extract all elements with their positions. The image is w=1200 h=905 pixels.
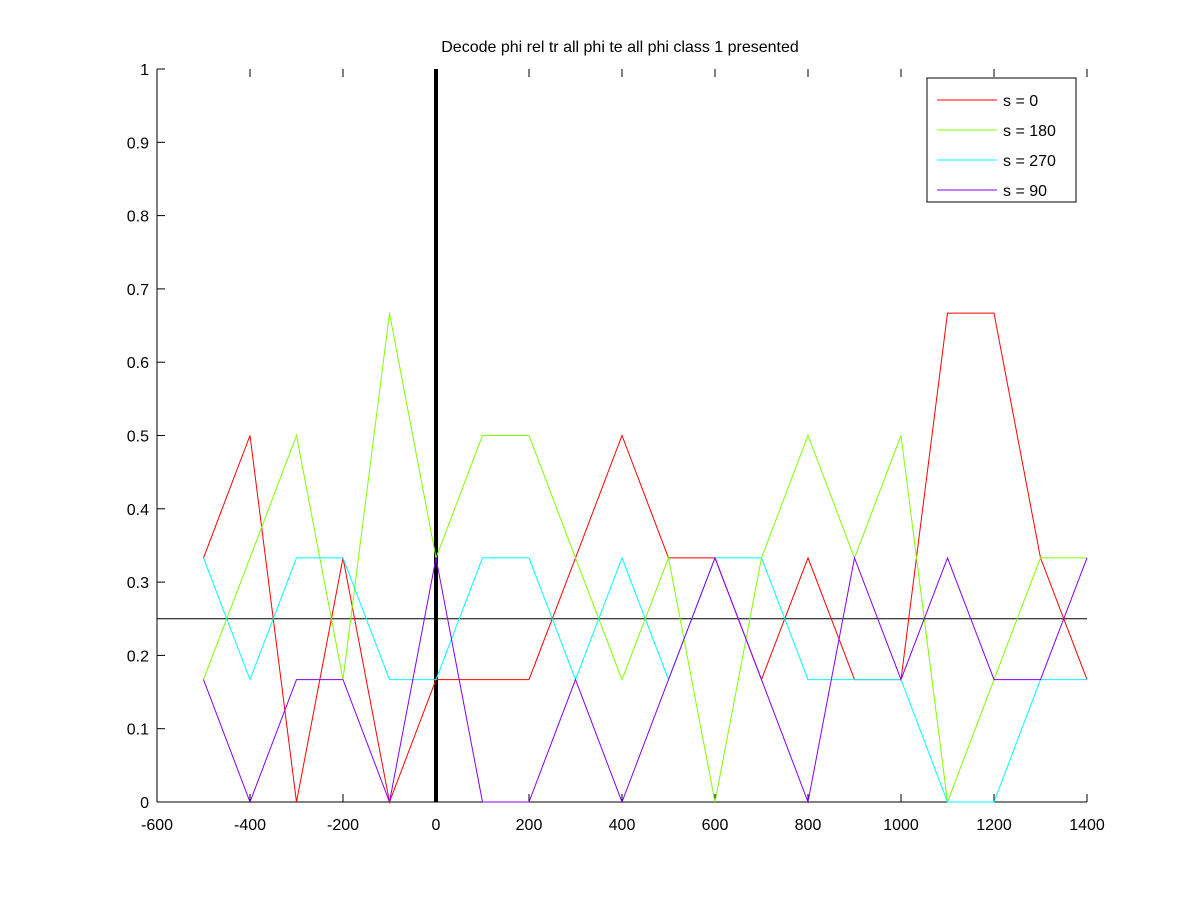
x-tick-label: 800 <box>795 817 822 834</box>
x-tick-label: 200 <box>516 817 543 834</box>
x-tick-label: -200 <box>327 817 359 834</box>
y-tick-label: 0.3 <box>127 575 149 592</box>
series-line-0 <box>203 312 1088 804</box>
y-tick-label: 0.7 <box>127 282 149 299</box>
series-line-2 <box>203 556 1087 803</box>
x-tick-label: 1000 <box>883 817 919 834</box>
y-tick-label: 0.5 <box>127 429 149 446</box>
legend-label: s = 90 <box>1003 183 1047 200</box>
x-tick-label: 1400 <box>1069 817 1105 834</box>
y-tick-label: 0.4 <box>127 502 149 519</box>
chart-title: Decode phi rel tr all phi te all phi cla… <box>441 39 799 56</box>
y-tick-label: 0.2 <box>127 648 149 665</box>
y-tick-label: 0.1 <box>127 722 149 739</box>
legend: s = 0 s = 180 s = 270 s = 90 <box>926 77 1077 203</box>
plot-area: -600 -400 -200 0 200 400 600 800 1000 1200 1400 0 0.… <box>127 62 1105 834</box>
y-tick-label: 0 <box>140 795 149 812</box>
x-tick-label: 400 <box>609 817 636 834</box>
x-tick-label: -400 <box>234 817 266 834</box>
x-tick-label: 1200 <box>976 817 1012 834</box>
x-tick-label: 600 <box>702 817 729 834</box>
legend-label: s = 180 <box>1003 123 1056 140</box>
legend-label: s = 0 <box>1003 93 1038 110</box>
y-tick-label: 0.8 <box>127 209 149 226</box>
y-tick-label: 1 <box>140 62 149 79</box>
legend-label: s = 270 <box>1003 153 1056 170</box>
x-tick-label: 0 <box>432 817 441 834</box>
y-tick-label: 0.9 <box>127 135 149 152</box>
x-tick-label: -600 <box>141 817 173 834</box>
legend-box <box>926 77 1077 203</box>
series-line-3 <box>203 556 1088 804</box>
y-tick-label: 0.6 <box>127 355 149 372</box>
